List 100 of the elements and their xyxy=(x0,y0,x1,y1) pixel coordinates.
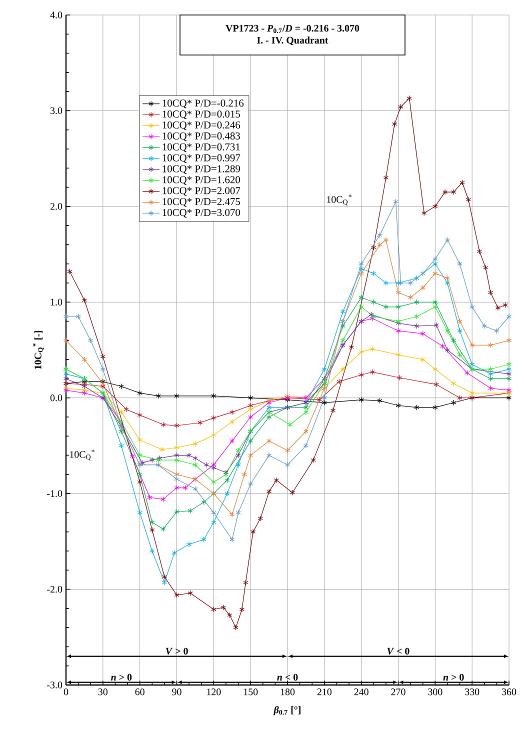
point xyxy=(211,606,216,612)
point xyxy=(460,180,465,186)
point xyxy=(100,366,106,372)
point xyxy=(432,299,438,306)
point xyxy=(457,352,462,358)
point xyxy=(220,604,226,610)
x-tick-label: 270 xyxy=(391,688,406,696)
point xyxy=(188,590,193,596)
point xyxy=(242,472,247,478)
point xyxy=(174,592,180,598)
point xyxy=(488,385,494,392)
point xyxy=(434,382,439,388)
point xyxy=(201,536,206,542)
point xyxy=(414,404,420,410)
point xyxy=(224,490,230,496)
point xyxy=(370,369,375,375)
point xyxy=(211,393,216,399)
point xyxy=(420,356,426,362)
point xyxy=(444,237,450,243)
point xyxy=(444,275,450,282)
point xyxy=(118,409,124,416)
point xyxy=(414,275,420,282)
point xyxy=(396,402,401,408)
point xyxy=(211,432,216,438)
point xyxy=(482,323,487,329)
point xyxy=(440,343,446,350)
point xyxy=(287,422,293,428)
y-tick-label: -1.0 xyxy=(47,490,62,497)
point xyxy=(150,457,155,463)
point xyxy=(358,372,364,378)
point xyxy=(236,452,241,458)
point xyxy=(174,444,180,451)
point xyxy=(340,308,346,315)
point xyxy=(174,472,180,478)
point xyxy=(150,519,155,526)
y-tick-label: -3.0 xyxy=(47,682,62,688)
point xyxy=(303,404,309,410)
point xyxy=(174,393,180,399)
point xyxy=(236,448,241,454)
point xyxy=(162,574,167,580)
point xyxy=(248,452,254,458)
point xyxy=(130,453,135,460)
x-tick-label: 210 xyxy=(317,688,332,696)
point xyxy=(174,457,180,463)
point xyxy=(470,390,475,396)
point xyxy=(137,437,142,443)
point xyxy=(457,328,462,334)
point xyxy=(82,356,88,362)
x-tick-label: 330 xyxy=(465,688,480,696)
point xyxy=(137,472,142,478)
point xyxy=(377,242,382,248)
point xyxy=(192,486,198,492)
point xyxy=(476,248,482,254)
point xyxy=(414,314,420,320)
point xyxy=(408,280,414,286)
point xyxy=(182,484,188,491)
point xyxy=(186,452,192,458)
x-tick-label: 30 xyxy=(98,688,108,696)
point xyxy=(340,323,346,329)
point xyxy=(383,174,388,181)
point xyxy=(204,462,209,468)
point xyxy=(488,376,494,382)
point xyxy=(466,196,471,203)
point xyxy=(230,438,235,444)
point xyxy=(284,448,290,454)
point xyxy=(432,304,438,310)
annotation: n < 0 xyxy=(277,674,298,681)
point xyxy=(310,457,316,463)
point xyxy=(236,462,241,468)
point xyxy=(188,508,193,514)
point xyxy=(406,95,412,102)
point xyxy=(392,121,398,128)
point xyxy=(470,361,475,368)
point xyxy=(396,352,401,358)
point xyxy=(284,462,290,468)
point xyxy=(274,477,279,484)
point xyxy=(248,406,254,412)
legend-label: 10CQ* P/D=-0.216 xyxy=(162,100,244,108)
point xyxy=(174,452,180,458)
point xyxy=(340,338,346,344)
point xyxy=(371,299,376,306)
legend-label: 10CQ* P/D=3.070 xyxy=(162,209,240,218)
x-tick-label: 120 xyxy=(207,688,221,696)
legend-label: 10CQ* P/D=1.289 xyxy=(162,165,240,174)
y-tick-label: 2.0 xyxy=(50,203,62,210)
point xyxy=(377,232,382,238)
point xyxy=(150,548,155,554)
point xyxy=(140,460,145,466)
point xyxy=(82,390,88,396)
point xyxy=(186,541,192,548)
point xyxy=(160,526,166,532)
point xyxy=(322,400,327,406)
point xyxy=(233,624,238,630)
point xyxy=(432,270,438,276)
point xyxy=(434,322,439,328)
point xyxy=(495,304,500,311)
point xyxy=(432,366,438,372)
point xyxy=(457,318,462,324)
y-tick-label: -2.0 xyxy=(47,586,62,593)
point xyxy=(488,366,494,372)
